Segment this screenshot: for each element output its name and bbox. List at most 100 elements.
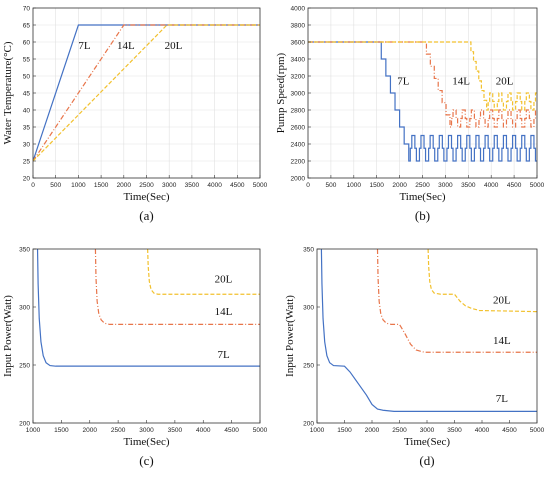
- plot-area: [33, 249, 260, 423]
- series-label: 20L: [215, 274, 233, 286]
- y-tick-label: 30: [23, 141, 31, 148]
- y-tick-label: 3200: [291, 73, 306, 80]
- y-tick-label: 2800: [291, 107, 306, 114]
- y-tick-label: 250: [303, 362, 314, 369]
- x-tick-label: 3000: [139, 427, 154, 434]
- y-tick-label: 70: [23, 5, 31, 12]
- panel-label: (b): [415, 208, 430, 223]
- x-axis-title: Time(Sec): [404, 436, 450, 448]
- x-tick-label: 2000: [117, 182, 132, 189]
- series-line-20l: [147, 249, 260, 295]
- y-axis-title: Pump Speed(rpm): [275, 52, 287, 133]
- panel-label: (d): [419, 453, 434, 468]
- x-tick-label: 3500: [168, 427, 183, 434]
- x-tick-label: 0: [306, 182, 310, 189]
- x-tick-label: 1000: [310, 427, 325, 434]
- x-tick-label: 5000: [530, 182, 545, 189]
- series-line-7l: [308, 41, 537, 162]
- series-label: 14L: [215, 306, 233, 318]
- y-tick-label: 35: [23, 124, 31, 131]
- series-label: 14L: [493, 335, 511, 347]
- series-line-20l: [33, 24, 260, 162]
- series-line-7l: [320, 249, 537, 412]
- series-label: 20L: [165, 40, 183, 52]
- x-tick-label: 1000: [71, 182, 86, 189]
- y-tick-label: 50: [23, 73, 31, 80]
- x-tick-label: 1500: [94, 182, 109, 189]
- x-tick-label: 2500: [111, 427, 126, 434]
- panel-label: (a): [139, 208, 153, 223]
- y-axis-title: Water Temperature(°C): [2, 41, 14, 144]
- x-tick-label: 4000: [207, 182, 222, 189]
- series-label: 7L: [217, 349, 230, 361]
- series-label: 20L: [493, 295, 511, 307]
- x-tick-label: 3500: [447, 427, 462, 434]
- y-axis-title: Input Power(Watt): [284, 295, 296, 377]
- x-tick-label: 0: [31, 182, 35, 189]
- x-tick-label: 5000: [253, 182, 268, 189]
- y-tick-label: 300: [19, 304, 30, 311]
- series-label: 14L: [117, 40, 135, 52]
- x-tick-label: 4500: [502, 427, 517, 434]
- x-tick-label: 4000: [475, 427, 490, 434]
- x-tick-label: 5000: [253, 427, 268, 434]
- x-tick-label: 3500: [461, 182, 476, 189]
- series-line-14l: [33, 24, 260, 162]
- series-line-7l: [36, 249, 260, 367]
- y-tick-label: 3000: [291, 90, 306, 97]
- y-tick-label: 3600: [291, 39, 306, 46]
- y-tick-label: 200: [19, 420, 30, 427]
- series-line-14l: [376, 249, 537, 353]
- x-tick-label: 3000: [420, 427, 435, 434]
- x-tick-label: 1500: [54, 427, 69, 434]
- series-line-20l: [427, 249, 537, 313]
- x-tick-label: 2500: [392, 427, 407, 434]
- x-tick-label: 4000: [484, 182, 499, 189]
- x-tick-label: 2500: [139, 182, 154, 189]
- y-tick-label: 3800: [291, 22, 306, 29]
- x-tick-label: 500: [325, 182, 336, 189]
- y-tick-label: 300: [303, 304, 314, 311]
- series-line-20l: [308, 41, 537, 111]
- y-tick-label: 2000: [291, 175, 306, 182]
- x-tick-label: 3500: [185, 182, 200, 189]
- y-tick-label: 250: [19, 362, 30, 369]
- chart-panel-1: 0 500 1000 1500 2000 2500 3000 3500 4000 4500 5000…: [2, 5, 268, 223]
- y-tick-label: 4000: [291, 5, 306, 12]
- x-axis-title: Time(Sec): [123, 191, 169, 203]
- panel-label: (c): [139, 453, 153, 468]
- chart-panel-3: 1000 1500 2000 2500 3000 3500 4000 4500 5000 200 2…: [2, 246, 268, 468]
- x-tick-label: 1500: [369, 182, 384, 189]
- chart-panel-2: 0 500 1000 1500 2000 2500 3000 3500 4000 4500 5000…: [275, 5, 545, 223]
- y-tick-label: 55: [23, 56, 31, 63]
- y-tick-label: 40: [23, 107, 31, 114]
- chart-panel-4: 1000 1500 2000 2500 3000 3500 4000 4500 5000 200 2…: [284, 246, 545, 468]
- x-tick-label: 1000: [26, 427, 41, 434]
- y-tick-label: 350: [19, 246, 30, 253]
- x-tick-label: 4500: [507, 182, 522, 189]
- x-tick-label: 500: [50, 182, 61, 189]
- series-line-14l: [308, 41, 537, 128]
- y-tick-label: 350: [303, 246, 314, 253]
- y-tick-label: 25: [23, 158, 31, 165]
- series-label: 7L: [78, 40, 91, 52]
- x-tick-label: 2000: [83, 427, 98, 434]
- x-tick-label: 1500: [337, 427, 352, 434]
- x-axis-title: Time(Sec): [399, 191, 445, 203]
- series-label: 7L: [496, 393, 509, 405]
- y-tick-label: 2600: [291, 124, 306, 131]
- y-axis-title: Input Power(Watt): [2, 295, 14, 377]
- y-tick-label: 3400: [291, 56, 306, 63]
- series-label: 20L: [496, 76, 514, 88]
- x-tick-label: 4000: [196, 427, 211, 434]
- y-tick-label: 2200: [291, 158, 306, 165]
- series-label: 14L: [452, 76, 470, 88]
- x-tick-label: 2000: [392, 182, 407, 189]
- plot-area: [317, 249, 537, 423]
- y-tick-label: 60: [23, 39, 31, 46]
- y-tick-label: 45: [23, 90, 31, 97]
- x-tick-label: 4500: [230, 182, 245, 189]
- x-tick-label: 2500: [415, 182, 430, 189]
- y-tick-label: 200: [303, 420, 314, 427]
